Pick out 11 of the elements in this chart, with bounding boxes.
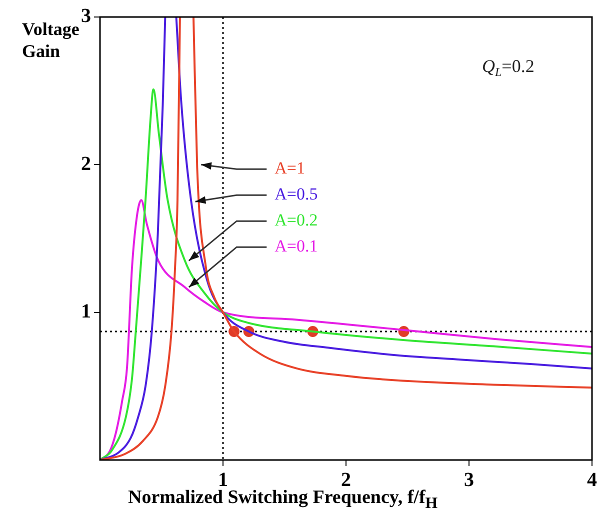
x-tick-label: 3 [464,469,474,492]
y-tick-label: 1 [81,300,91,323]
y-axis-title: Voltage Gain [22,18,80,62]
text: A=1 [274,158,306,178]
line-series [100,88,592,460]
text: A=0.5 [274,184,318,204]
x-tick-label: 4 [587,469,597,492]
text: A=0.1 [274,236,318,256]
y-tick-label: 2 [81,152,91,175]
text: A=0.2 [274,210,318,230]
y-tick-label: 3 [81,5,91,28]
